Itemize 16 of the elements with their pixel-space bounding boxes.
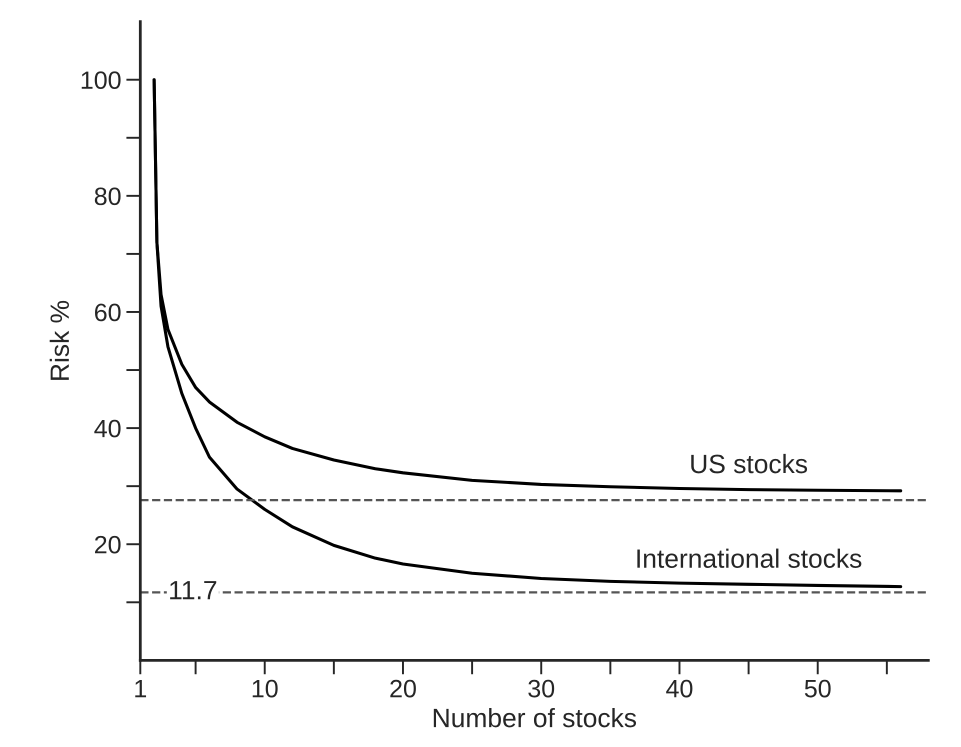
x-tick-label: 40 [666, 680, 692, 698]
x-tick-label: 1 [135, 680, 146, 698]
x-tick-label: 10 [252, 680, 278, 698]
y-axis-title: Risk % [50, 300, 70, 380]
x-tick-label: 30 [528, 680, 554, 698]
annotation: International stocks [637, 548, 862, 568]
y-tick-label: 20 [95, 536, 121, 554]
x-tick-label: 50 [804, 680, 831, 698]
y-tick-label: 40 [94, 420, 121, 438]
annotation: US stocks [691, 454, 808, 474]
y-tick-label: 80 [94, 187, 121, 206]
ref-line-label: 11.7 [170, 581, 216, 600]
x-axis-title: Number of stocks [434, 708, 636, 728]
x-tick-label: 20 [390, 680, 416, 698]
y-tick-label: 60 [95, 304, 121, 322]
y-tick-label: 100 [82, 71, 121, 90]
